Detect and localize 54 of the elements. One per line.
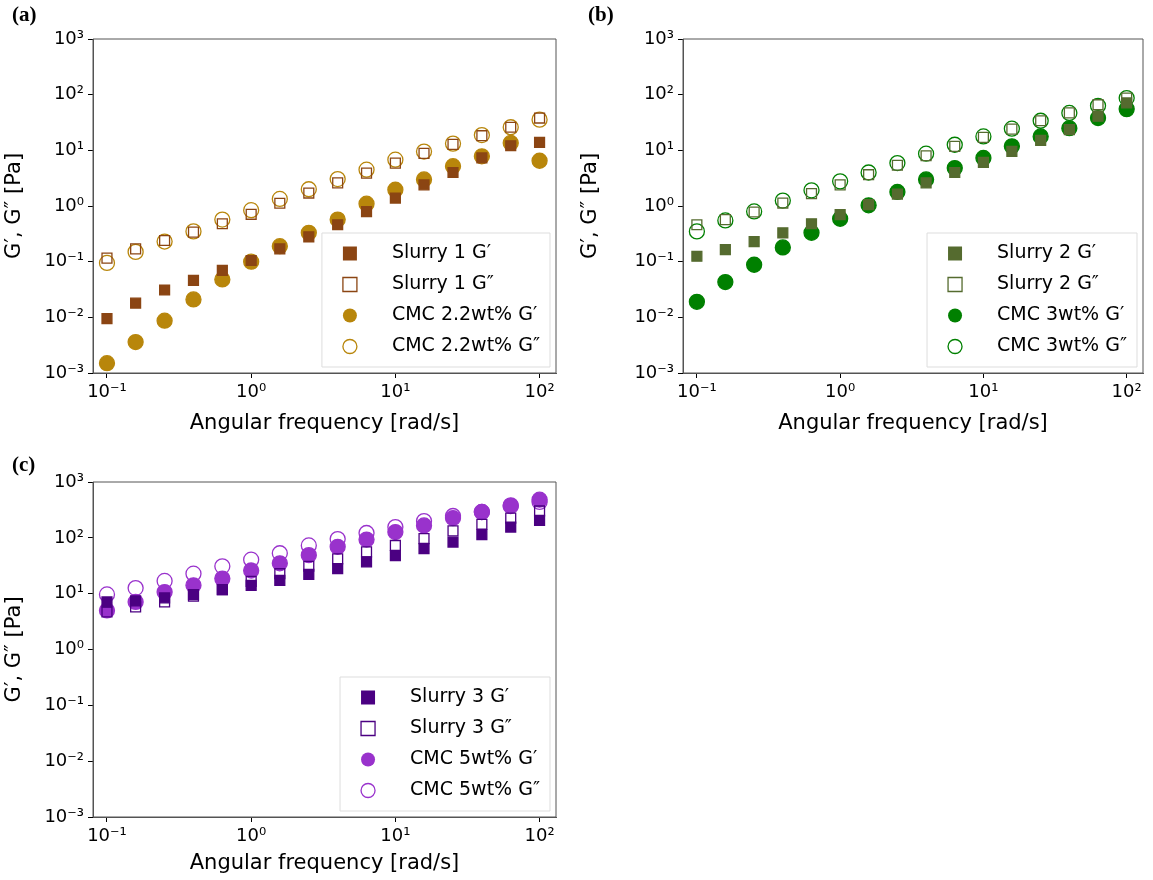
y-tick-label: 10² — [53, 525, 84, 547]
legend-label: CMC 5wt% G′ — [410, 746, 538, 769]
x-axis-title: Angular frequency [rad/s] — [189, 849, 460, 874]
chart-title: (b) — [588, 2, 614, 27]
y-tick-label: 10³ — [53, 26, 84, 48]
y-tick-label: 10⁻² — [44, 748, 84, 770]
x-tick-label: 10² — [524, 824, 555, 846]
x-tick-label: 10² — [524, 380, 555, 402]
x-tick-label: 10² — [1111, 380, 1142, 402]
legend-label: Slurry 2 G′ — [997, 240, 1097, 263]
y-tick-label: 10³ — [53, 469, 84, 491]
y-axis-title: G′, G″ [Pa] — [1, 152, 26, 260]
legend-label: CMC 5wt% G″ — [410, 777, 541, 800]
x-axis-title: Angular frequency [rad/s] — [189, 409, 460, 434]
x-tick-label: 10⁰ — [825, 380, 856, 402]
legend-label: Slurry 1 G′ — [391, 240, 492, 263]
y-tick-label: 10⁻³ — [44, 804, 84, 826]
y-tick-label: 10² — [53, 82, 84, 104]
x-axis-title: Angular frequency [rad/s] — [778, 409, 1048, 434]
y-tick-label: 10¹ — [53, 138, 84, 160]
legend-label: CMC 2.2wt% G″ — [391, 333, 541, 356]
y-tick-label: 10⁻³ — [44, 360, 84, 382]
legend-label: Slurry 2 G″ — [997, 271, 1099, 294]
y-tick-label: 10⁰ — [53, 193, 84, 215]
legend-label: CMC 3wt% G′ — [997, 302, 1125, 325]
y-axis-title: G′, G″ [Pa] — [577, 152, 602, 260]
y-tick-label: 10⁻² — [44, 305, 84, 327]
y-tick-label: 10⁰ — [643, 193, 674, 215]
legend-label: Slurry 1 G″ — [391, 271, 494, 294]
x-tick-label: 10⁰ — [236, 380, 267, 402]
x-tick-label: 10⁻¹ — [87, 380, 127, 402]
y-tick-label: 10⁰ — [53, 637, 84, 659]
x-tick-label: 10¹ — [380, 380, 411, 402]
y-tick-label: 10³ — [643, 26, 674, 48]
legend-label: Slurry 3 G′ — [410, 684, 510, 707]
x-tick-label: 10⁰ — [236, 824, 267, 846]
x-tick-label: 10¹ — [380, 824, 411, 846]
legend-label: CMC 2.2wt% G′ — [391, 302, 538, 325]
y-tick-label: 10⁻¹ — [634, 249, 674, 271]
y-tick-label: 10² — [643, 82, 674, 104]
y-axis-title: G′, G″ [Pa] — [1, 596, 26, 703]
x-tick-label: 10⁻¹ — [87, 824, 127, 846]
x-tick-label: 10⁻¹ — [677, 380, 717, 402]
y-tick-label: 10¹ — [643, 138, 674, 160]
y-tick-label: 10⁻¹ — [44, 693, 84, 715]
chart-title: (a) — [12, 2, 37, 27]
y-tick-label: 10⁻² — [634, 305, 674, 327]
legend-label: CMC 3wt% G″ — [997, 333, 1128, 356]
y-tick-label: 10⁻¹ — [44, 249, 84, 271]
y-tick-label: 10¹ — [53, 581, 84, 603]
chart-title: (c) — [12, 452, 36, 477]
legend-label: Slurry 3 G″ — [410, 715, 512, 738]
x-tick-label: 10¹ — [968, 380, 999, 402]
y-tick-label: 10⁻³ — [634, 360, 674, 382]
